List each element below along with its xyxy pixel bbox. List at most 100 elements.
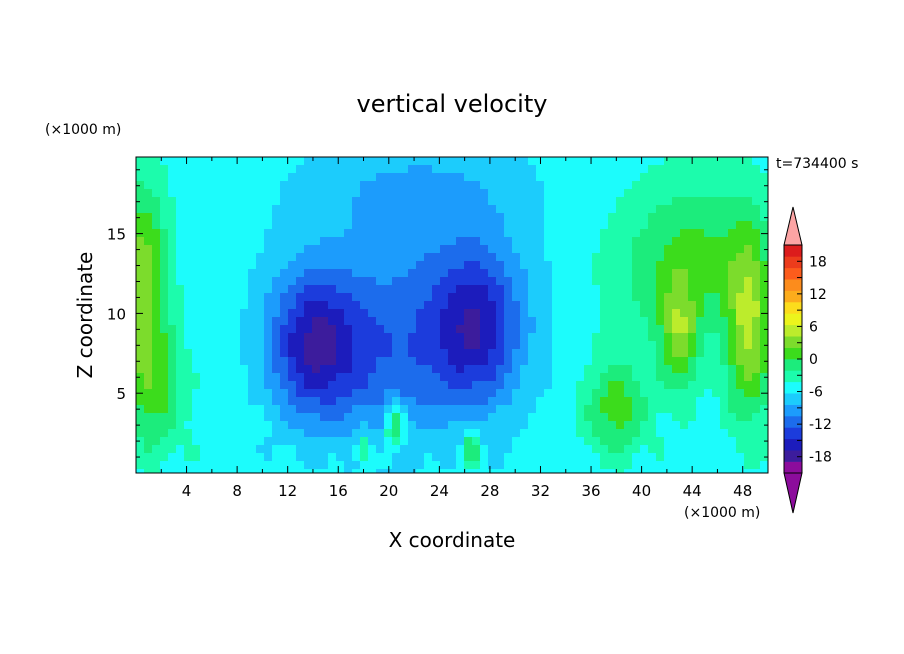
field-cell	[704, 325, 713, 334]
field-cell	[392, 301, 401, 310]
field-cell	[296, 453, 305, 462]
field-cell	[184, 397, 193, 406]
field-cell	[528, 357, 537, 366]
field-cell	[160, 413, 169, 422]
field-cell	[656, 373, 665, 382]
field-cell	[456, 461, 465, 470]
field-cell	[136, 461, 145, 470]
field-cell	[688, 197, 697, 206]
field-cell	[352, 245, 361, 254]
field-cell	[552, 261, 561, 270]
field-cell	[576, 381, 585, 390]
field-cell	[712, 397, 721, 406]
field-cell	[224, 309, 233, 318]
field-cell	[272, 261, 281, 270]
field-cell	[208, 213, 217, 222]
field-cell	[392, 349, 401, 358]
field-cell	[488, 461, 497, 470]
field-cell	[424, 229, 433, 238]
field-cell	[192, 461, 201, 470]
field-cell	[560, 301, 569, 310]
field-cell	[368, 341, 377, 350]
field-cell	[480, 365, 489, 374]
field-cell	[224, 413, 233, 422]
field-cell	[344, 429, 353, 438]
field-cell	[664, 229, 673, 238]
field-cell	[576, 285, 585, 294]
colorbar-segment	[784, 427, 802, 440]
field-cell	[192, 421, 201, 430]
field-cell	[728, 157, 737, 166]
field-cell	[192, 357, 201, 366]
field-cell	[672, 173, 681, 182]
field-cell	[560, 389, 569, 398]
field-cell	[344, 413, 353, 422]
field-cell	[256, 413, 265, 422]
field-cell	[216, 357, 225, 366]
field-cell	[392, 229, 401, 238]
field-cell	[352, 365, 361, 374]
field-cell	[624, 357, 633, 366]
field-cell	[488, 373, 497, 382]
field-cell	[360, 261, 369, 270]
field-cell	[624, 389, 633, 398]
field-cell	[216, 301, 225, 310]
field-cell	[224, 205, 233, 214]
field-cell	[568, 277, 577, 286]
field-cell	[288, 373, 297, 382]
colorbar-segment	[784, 370, 802, 383]
field-cell	[280, 405, 289, 414]
field-cell	[432, 181, 441, 190]
field-cell	[592, 229, 601, 238]
field-cell	[376, 277, 385, 286]
field-cell	[520, 309, 529, 318]
field-cell	[368, 357, 377, 366]
field-cell	[376, 189, 385, 198]
field-cell	[368, 469, 377, 473]
field-cell	[624, 277, 633, 286]
field-cell	[600, 253, 609, 262]
field-cell	[632, 277, 641, 286]
field-cell	[368, 429, 377, 438]
field-cell	[568, 213, 577, 222]
field-cell	[424, 277, 433, 286]
field-cell	[536, 229, 545, 238]
field-cell	[608, 213, 617, 222]
field-cell	[752, 285, 761, 294]
field-cell	[728, 405, 737, 414]
field-cell	[272, 165, 281, 174]
field-cell	[312, 157, 321, 166]
field-cell	[216, 469, 225, 473]
field-cell	[688, 301, 697, 310]
field-cell	[232, 277, 241, 286]
field-cell	[264, 261, 273, 270]
field-cell	[288, 397, 297, 406]
field-cell	[400, 261, 409, 270]
field-cell	[224, 229, 233, 238]
field-cell	[304, 309, 313, 318]
field-cell	[496, 309, 505, 318]
field-cell	[512, 333, 521, 342]
field-cell	[176, 325, 185, 334]
field-cell	[488, 237, 497, 246]
field-cell	[368, 325, 377, 334]
field-cell	[216, 317, 225, 326]
field-cell	[592, 389, 601, 398]
field-cell	[512, 373, 521, 382]
field-cell	[704, 373, 713, 382]
field-cell	[368, 229, 377, 238]
field-cell	[336, 293, 345, 302]
field-cell	[248, 413, 257, 422]
field-cell	[144, 373, 153, 382]
field-cell	[168, 445, 177, 454]
field-cell	[384, 389, 393, 398]
field-cell	[328, 165, 337, 174]
field-cell	[736, 357, 745, 366]
field-cell	[360, 285, 369, 294]
field-cell	[568, 317, 577, 326]
field-cell	[752, 437, 761, 446]
field-cell	[464, 429, 473, 438]
field-cell	[240, 437, 249, 446]
field-cell	[136, 269, 145, 278]
field-cell	[544, 269, 553, 278]
